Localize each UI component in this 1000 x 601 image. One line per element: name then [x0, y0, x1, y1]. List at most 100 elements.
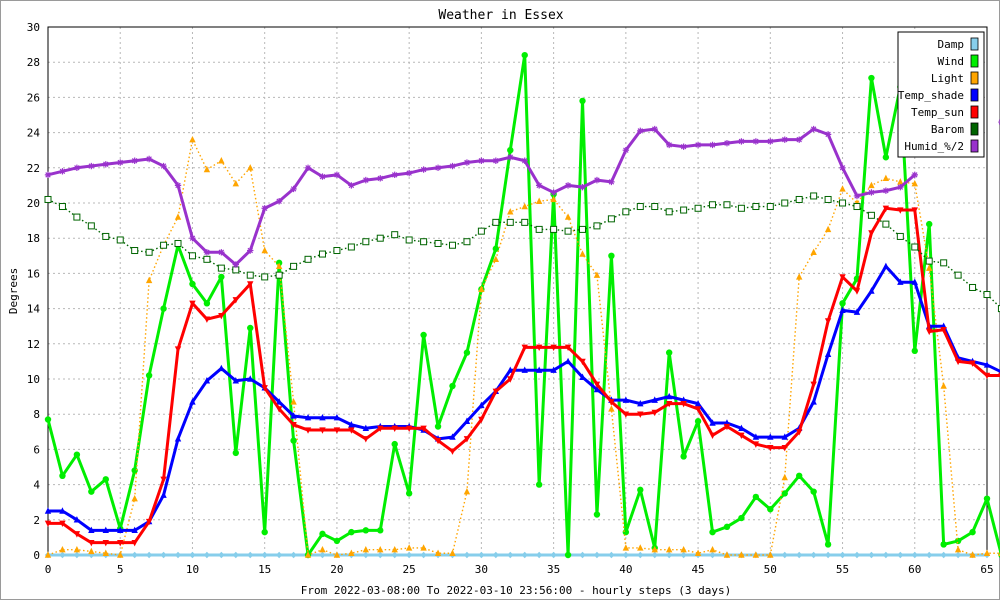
data-point	[796, 429, 803, 436]
data-point	[44, 195, 52, 203]
data-point	[752, 138, 760, 145]
data-point	[102, 549, 109, 556]
data-point	[232, 551, 239, 559]
data-point	[824, 541, 832, 548]
data-point	[131, 247, 139, 255]
x-tick-label: 5	[117, 563, 124, 576]
x-tick-label: 45	[691, 563, 704, 576]
data-point	[492, 218, 500, 226]
data-point	[88, 526, 95, 534]
data-point	[88, 539, 95, 547]
data-point	[261, 551, 268, 559]
data-point	[940, 551, 947, 559]
data-point	[781, 136, 788, 143]
series-group	[44, 51, 1000, 559]
data-point	[550, 195, 557, 203]
data-point	[290, 398, 297, 405]
data-point	[391, 171, 398, 179]
data-point	[824, 225, 832, 233]
data-point	[275, 398, 283, 405]
data-point	[362, 424, 370, 431]
data-point	[145, 518, 153, 526]
data-point	[73, 164, 81, 171]
data-point	[434, 437, 442, 445]
data-point	[752, 441, 760, 448]
data-point	[405, 425, 413, 432]
data-point	[507, 376, 514, 383]
data-point	[969, 360, 976, 367]
data-point	[463, 551, 471, 559]
data-point	[550, 366, 557, 373]
y-tick-label: 0	[33, 549, 40, 562]
x-tick-label: 0	[45, 563, 52, 576]
data-point	[319, 427, 326, 434]
x-tick-label: 40	[619, 563, 632, 576]
data-point	[550, 344, 557, 352]
data-point	[535, 344, 543, 352]
data-point	[795, 195, 803, 203]
data-point	[680, 400, 687, 408]
data-point	[348, 182, 355, 189]
data-point	[709, 141, 716, 149]
data-point	[362, 551, 370, 559]
data-point	[347, 243, 355, 251]
data-point	[492, 388, 500, 396]
data-point	[983, 495, 991, 502]
data-point	[44, 507, 52, 514]
data-point	[868, 74, 875, 82]
data-point	[189, 280, 196, 288]
data-point	[608, 178, 615, 186]
data-point	[203, 300, 211, 307]
data-point	[449, 448, 456, 455]
data-point	[752, 203, 760, 211]
data-point	[983, 549, 991, 556]
data-point	[593, 176, 601, 184]
legend-swatch	[970, 105, 979, 119]
data-point	[117, 551, 124, 558]
data-point	[420, 166, 427, 173]
data-point	[926, 264, 933, 271]
data-point	[492, 255, 500, 263]
data-point	[767, 138, 774, 145]
data-point	[232, 377, 239, 384]
data-point	[290, 551, 297, 559]
data-point	[160, 241, 168, 249]
data-point	[102, 161, 109, 168]
data-point	[579, 551, 586, 559]
data-point	[73, 451, 81, 458]
data-point	[203, 165, 211, 173]
data-point	[839, 185, 846, 192]
y-axis-label: Degrees	[7, 268, 20, 314]
data-point	[651, 396, 658, 403]
chart-title: Weather in Essex	[438, 8, 563, 23]
data-point	[218, 312, 225, 320]
data-point	[535, 225, 543, 233]
data-point	[564, 213, 572, 220]
data-point	[203, 316, 211, 323]
data-point	[839, 199, 847, 207]
data-point	[463, 417, 471, 424]
data-point	[752, 433, 760, 440]
data-point	[59, 472, 66, 479]
data-point	[622, 208, 630, 216]
data-point	[781, 551, 788, 559]
data-point	[651, 546, 658, 553]
data-point	[117, 159, 124, 166]
x-tick-label: 20	[330, 563, 343, 576]
data-point	[810, 398, 817, 405]
data-point	[738, 514, 745, 522]
data-point	[218, 249, 225, 256]
data-point	[593, 381, 601, 388]
data-point	[839, 551, 846, 559]
data-point	[665, 392, 673, 400]
x-tick-label: 50	[764, 563, 777, 576]
data-point	[189, 235, 196, 242]
data-point	[579, 183, 586, 191]
data-point	[810, 488, 817, 495]
data-point	[767, 506, 774, 513]
data-point	[925, 257, 933, 265]
data-point	[246, 271, 254, 279]
data-point	[868, 551, 875, 559]
legend-entry-label: Wind	[938, 55, 965, 68]
